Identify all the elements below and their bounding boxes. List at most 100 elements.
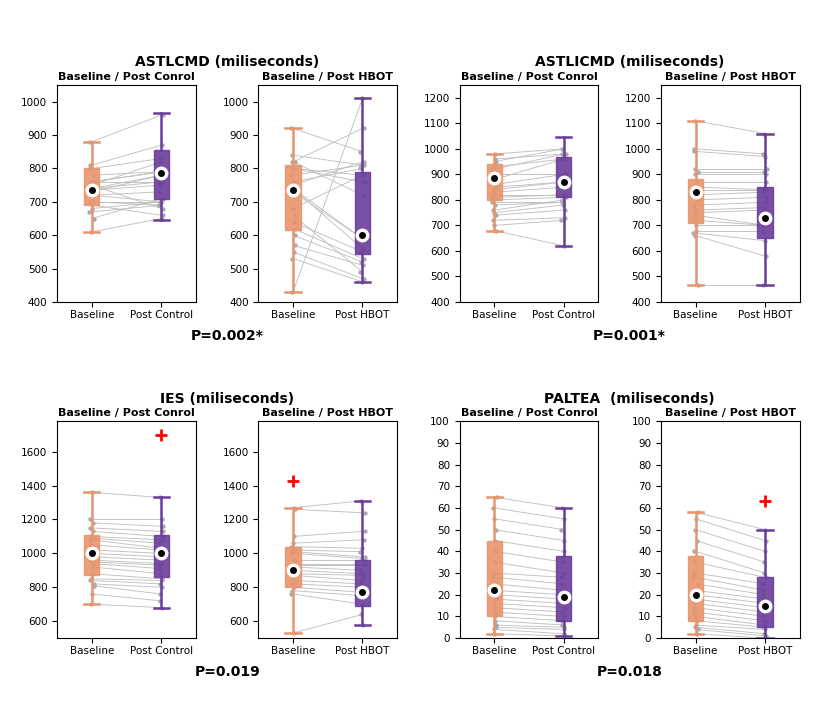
Point [86,176,99,187]
Point [354,146,367,157]
Point [689,593,702,605]
Point [84,523,97,534]
Point [756,585,769,596]
Title: Baseline / Post HBOT: Baseline / Post HBOT [262,72,393,82]
Point [761,164,774,175]
Point [84,514,97,525]
Text: P=0.002*: P=0.002* [191,329,264,343]
Point [760,220,773,231]
Point [289,554,302,566]
Point [760,177,773,188]
Point [486,164,499,175]
Point [86,189,99,201]
Point [689,225,702,236]
Point [153,176,166,187]
Point [358,558,371,569]
Point [490,210,503,221]
Point [489,535,502,546]
Point [358,525,371,537]
Point [153,166,166,177]
Point [489,182,502,193]
Title: Baseline / Post Conrol: Baseline / Post Conrol [461,72,597,82]
Point [83,206,96,218]
Point [357,590,370,601]
Point [758,624,771,635]
Point [556,606,569,618]
Bar [286,547,301,587]
Point [284,588,297,600]
Point [489,148,502,160]
Point [355,93,368,104]
Point [358,551,371,562]
Point [155,140,168,151]
Point [761,598,774,609]
Bar [556,556,571,621]
Point [688,207,701,218]
Point [154,196,167,208]
Point [155,176,168,187]
Point [83,575,96,586]
Point [286,183,299,194]
Point [354,609,367,620]
Point [354,256,367,267]
Point [86,562,99,573]
Point [489,153,502,164]
Point [759,524,772,535]
Point [285,541,298,552]
Point [155,153,168,164]
Point [356,568,369,579]
Point [687,567,700,579]
Point [756,610,769,622]
Point [690,513,703,525]
Point [288,564,301,576]
Point [287,502,300,513]
Point [555,502,568,513]
Point [689,204,702,216]
Bar [84,169,100,205]
Point [284,169,297,181]
Point [756,204,769,216]
Point [688,143,701,155]
Point [357,581,370,593]
Point [488,598,501,609]
Point [289,223,302,234]
Point [555,579,568,590]
Point [286,545,299,556]
Point [687,602,700,613]
Point [757,220,770,231]
Point [487,571,500,583]
Point [154,166,167,177]
Point [488,207,501,218]
Point [156,573,169,584]
Point [84,176,97,187]
Point [757,128,770,139]
Point [156,602,169,613]
Point [691,507,704,518]
Point [555,148,568,160]
Point [487,189,500,201]
Point [557,199,570,211]
Point [357,160,370,171]
Point [486,191,499,203]
Point [759,197,772,208]
Title: Baseline / Post HBOT: Baseline / Post HBOT [262,408,393,418]
Point [558,630,571,642]
Point [490,606,503,618]
Point [153,542,166,554]
Text: P=0.001*: P=0.001* [593,329,666,343]
Point [289,230,302,241]
Point [758,620,771,631]
Point [756,279,769,291]
Point [490,491,503,503]
Point [487,220,500,231]
Point [691,579,704,590]
Point [555,620,568,631]
Point [287,537,300,549]
Point [87,213,100,224]
Point [286,548,299,559]
Point [688,524,701,535]
Point [84,573,97,584]
Point [556,197,569,208]
Point [490,156,503,167]
Point [83,179,96,191]
